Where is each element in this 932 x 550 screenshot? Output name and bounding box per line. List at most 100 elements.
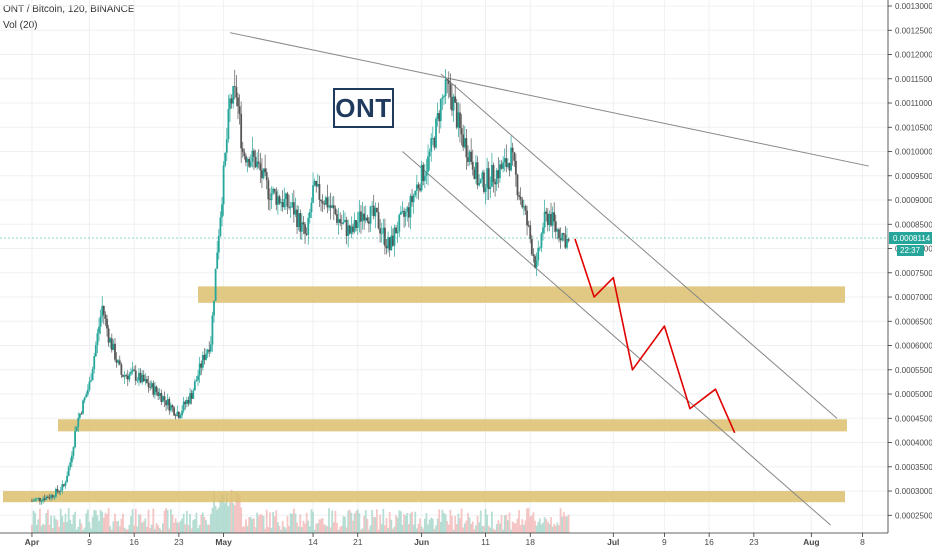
candle-body xyxy=(162,396,164,402)
candle-body xyxy=(40,500,43,502)
candle-body xyxy=(489,186,492,190)
candle-body xyxy=(542,227,544,234)
volume-bar xyxy=(379,514,382,533)
volume-bar xyxy=(339,526,342,533)
volume-bar xyxy=(64,513,67,533)
time-tick-label: 8 xyxy=(860,537,865,547)
volume-bar xyxy=(102,517,105,533)
candle-body xyxy=(64,482,67,486)
volume-bar xyxy=(177,522,180,533)
volume-bar xyxy=(479,510,482,533)
candle-body xyxy=(431,138,434,139)
volume-bar xyxy=(256,512,259,533)
candle-body xyxy=(254,156,257,168)
volume-bar xyxy=(467,513,469,533)
volume-bar xyxy=(538,518,541,533)
volume-bar xyxy=(451,515,453,533)
time-tick-label: Jun xyxy=(414,537,429,547)
volume-bars xyxy=(31,489,570,533)
volume-bar xyxy=(90,528,92,533)
volume-bar xyxy=(217,507,220,533)
volume-bar xyxy=(498,523,501,533)
candle-body xyxy=(377,212,380,229)
price-tick-label: 0.0012000 xyxy=(895,51,932,60)
volume-bar xyxy=(144,518,147,533)
volume-bar xyxy=(176,522,179,533)
candle-body xyxy=(200,363,203,368)
candle-body xyxy=(47,496,49,498)
volume-bar xyxy=(222,495,225,533)
volume-bar xyxy=(534,520,536,533)
volume-bar xyxy=(245,519,247,533)
volume-bar xyxy=(83,527,86,533)
price-tick-label: 0.0013000 xyxy=(895,2,932,11)
candle-body xyxy=(459,112,461,129)
candle-body xyxy=(566,239,568,248)
volume-bar xyxy=(58,527,60,533)
candle-body xyxy=(115,359,118,363)
candle-body xyxy=(85,394,88,398)
volume-bar xyxy=(67,508,70,533)
candle-body xyxy=(193,381,196,391)
candle-body xyxy=(355,220,358,229)
candle-body xyxy=(211,315,214,345)
candle-body xyxy=(262,168,265,179)
candle-body xyxy=(280,202,282,204)
volume-bar xyxy=(85,513,88,533)
volume-bar xyxy=(128,524,131,533)
volume-bar xyxy=(371,510,374,533)
candle-body xyxy=(465,138,468,158)
candle-body xyxy=(91,369,94,381)
candle-body xyxy=(246,159,249,163)
candle-body xyxy=(173,407,175,416)
candle-body xyxy=(125,375,128,377)
candle-body xyxy=(452,96,455,111)
candle-body xyxy=(273,188,276,192)
candle-body xyxy=(104,314,107,319)
volume-bar xyxy=(307,520,310,533)
volume-bar xyxy=(347,510,350,533)
candle-body xyxy=(538,247,541,249)
volume-bar xyxy=(155,523,158,533)
volume-bar xyxy=(32,510,35,533)
volume-bar xyxy=(550,517,552,533)
candle-body xyxy=(420,164,423,191)
volume-bar xyxy=(414,511,417,533)
volume-bar xyxy=(527,508,530,533)
volume-bar xyxy=(299,514,302,533)
volume-bar xyxy=(497,520,500,533)
candle-body xyxy=(144,378,147,382)
candle-body xyxy=(483,172,485,192)
candle-body xyxy=(251,150,254,162)
volume-bar xyxy=(321,518,324,533)
candle-body xyxy=(551,212,554,226)
candle-body xyxy=(307,217,310,235)
candle-body xyxy=(267,180,270,200)
volume-bar xyxy=(302,520,305,533)
candle-body xyxy=(399,211,402,215)
candle-body xyxy=(511,147,514,153)
volume-bar xyxy=(431,518,434,533)
volume-bar xyxy=(439,521,442,533)
candle-body xyxy=(562,233,565,235)
volume-bar xyxy=(39,508,41,533)
candle-body xyxy=(323,203,326,205)
volume-bar xyxy=(173,522,175,533)
volume-bar xyxy=(438,509,441,533)
volume-bar xyxy=(360,529,362,533)
candle-body xyxy=(184,401,187,405)
candle-body xyxy=(257,161,260,164)
candle-body xyxy=(498,164,501,179)
volume-bar xyxy=(59,508,62,533)
candle-body xyxy=(157,392,160,396)
volume-bar xyxy=(104,512,107,533)
volume-bar xyxy=(505,514,508,533)
volume-bar xyxy=(384,525,386,533)
candle-body xyxy=(534,256,536,268)
candle-body xyxy=(369,206,372,224)
candle-body xyxy=(361,213,364,222)
candle-body xyxy=(130,371,132,375)
volume-bar xyxy=(280,529,282,533)
volume-bar xyxy=(489,527,492,533)
